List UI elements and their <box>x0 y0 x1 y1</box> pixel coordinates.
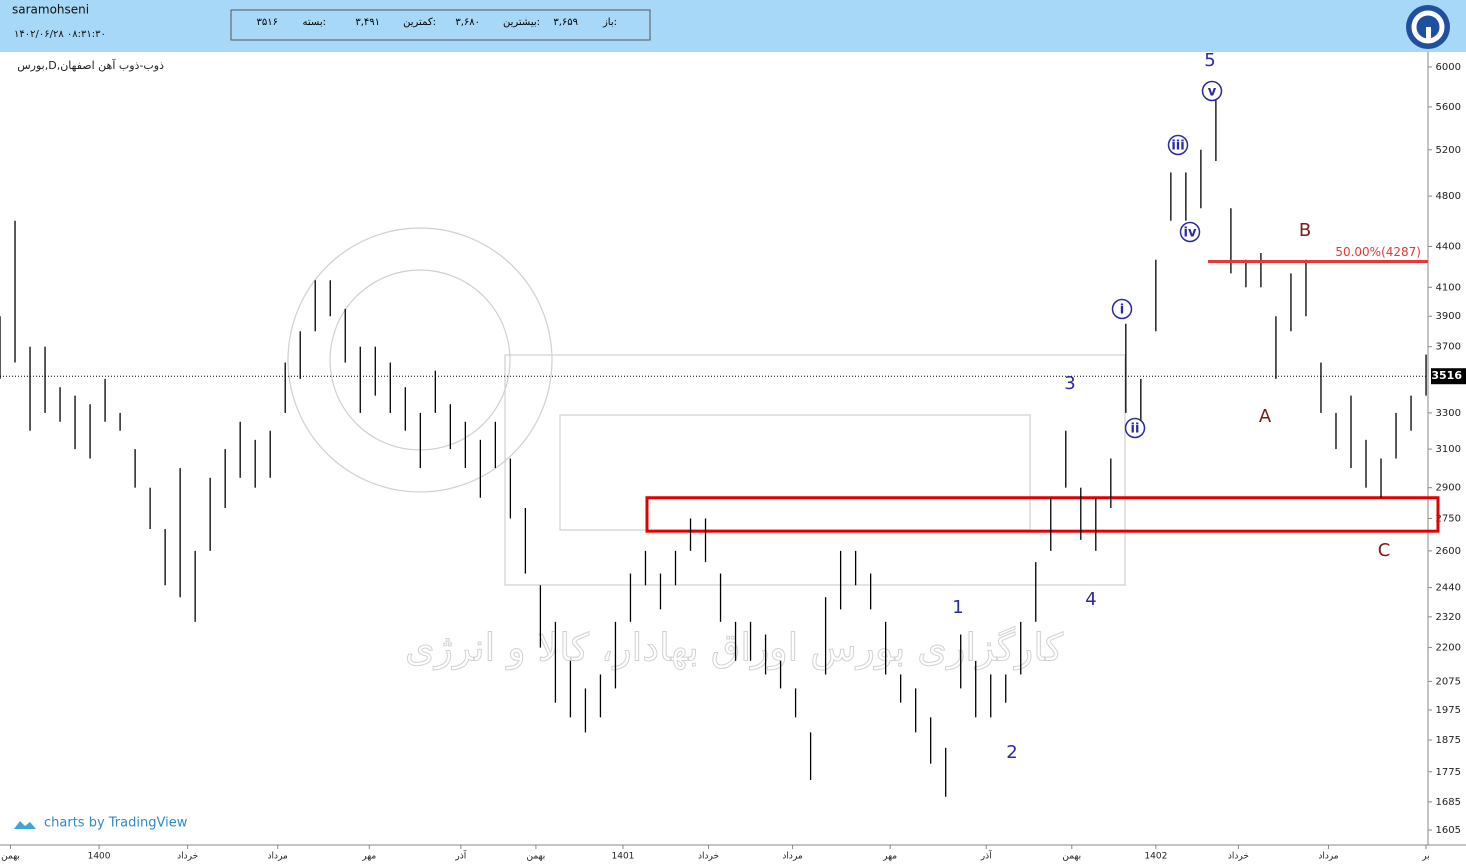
y-tick-label: 1685 <box>1436 797 1461 808</box>
logo <box>1406 5 1450 49</box>
y-tick-label: 2600 <box>1436 546 1461 557</box>
info-value: ۳,۴۹۱ <box>355 17 380 28</box>
y-tick-label: 1875 <box>1436 735 1461 746</box>
x-tick-label: خرداد <box>698 852 719 862</box>
wave-label: i <box>1120 303 1124 318</box>
credit-text: charts by TradingView <box>44 816 188 831</box>
y-tick-label: 5600 <box>1436 102 1461 113</box>
wave-circle <box>1111 298 1133 320</box>
wave-circle <box>1179 221 1201 243</box>
watermark-text: کارگزاری بورس اوراق بهادار، کالا و انرژی <box>405 626 1064 671</box>
y-tick-label: 4800 <box>1436 191 1461 202</box>
fib-label: 50.00%(4287) <box>1335 245 1421 259</box>
info-label: کمترین: <box>403 17 436 28</box>
y-tick-label: 3300 <box>1436 408 1461 419</box>
header-bar <box>0 0 1466 52</box>
watermark-logo <box>287 227 1126 586</box>
y-tick-label: 1975 <box>1436 705 1461 716</box>
wave-label: 4 <box>1085 589 1096 610</box>
wave-label: 5 <box>1204 50 1215 71</box>
info-label: بیشترین: <box>503 17 540 28</box>
y-tick-label: 3100 <box>1436 444 1461 455</box>
x-tick-label: 1400 <box>88 852 111 862</box>
symbol-title: بورس,D,ذوب-ذوب آهن اصفهان <box>17 58 164 72</box>
y-tick-label: 2075 <box>1436 676 1461 687</box>
wave-circle <box>1201 80 1223 102</box>
x-tick-label: بهمن <box>1062 852 1081 862</box>
wave-label: 3 <box>1064 373 1075 394</box>
x-tick-label: مهر <box>361 852 376 862</box>
last-price-badge <box>1431 368 1466 385</box>
x-tick-label: آذر <box>454 850 466 862</box>
info-value: ۳۵۱۶ <box>257 17 278 28</box>
info-box <box>230 9 651 41</box>
info-label: بسته: <box>303 17 326 28</box>
y-tick-label: 5200 <box>1436 145 1461 156</box>
x-tick-label: خرداد <box>177 852 198 862</box>
y-tick-label: 3700 <box>1436 342 1461 353</box>
x-tick-label: خرداد <box>1228 852 1249 862</box>
x-tick-label: مهر <box>882 852 897 862</box>
y-tick-label: 2440 <box>1436 583 1461 594</box>
wave-label: 2 <box>1006 742 1017 763</box>
wave-label: 1 <box>952 597 963 618</box>
credit: charts by TradingView <box>14 816 188 831</box>
x-tick-label: بر <box>1421 852 1429 862</box>
wave-label: A <box>1259 406 1272 427</box>
y-tick-label: 6000 <box>1436 62 1461 73</box>
datetime: ۱۴۰۲/۰۶/۲۸ ۰۸:۳۱:۳۰ <box>14 29 106 40</box>
info-value: ۳,۶۵۹ <box>553 17 578 28</box>
y-tick-label: 4100 <box>1436 282 1461 293</box>
support-zone <box>645 496 1440 533</box>
wave-circle <box>1124 417 1146 439</box>
user-name: saramohseni <box>12 3 89 17</box>
x-tick-label: بهمن <box>1 852 20 862</box>
y-tick-label: 2750 <box>1436 513 1461 524</box>
wave-label: B <box>1299 220 1311 241</box>
wave-label: C <box>1378 540 1391 561</box>
y-tick-label: 2200 <box>1436 643 1461 654</box>
y-tick-label: 1605 <box>1436 825 1461 836</box>
info-value: ۳,۶۸۰ <box>455 17 480 28</box>
info-label: باز: <box>602 17 617 28</box>
x-tick-label: بهمن <box>527 852 546 862</box>
wave-label: v <box>1208 85 1217 100</box>
x-tick-label: مرداد <box>1318 852 1338 862</box>
y-tick-label: 3900 <box>1436 311 1461 322</box>
x-tick-label: مرداد <box>268 852 288 862</box>
x-tick-label: آذر <box>980 850 992 862</box>
wave-label: iv <box>1184 226 1197 241</box>
wave-circle <box>1167 134 1189 156</box>
x-tick-label: مرداد <box>782 852 802 862</box>
x-tick-label: 1401 <box>612 852 635 862</box>
wave-label: iii <box>1171 139 1184 154</box>
wave-label: ii <box>1131 422 1140 437</box>
y-tick-label: 2320 <box>1436 612 1461 623</box>
x-tick-label: 1402 <box>1144 852 1167 862</box>
y-tick-label: 4400 <box>1436 241 1461 252</box>
y-tick-label: 2900 <box>1436 483 1461 494</box>
last-price-label: 3516 <box>1431 369 1462 382</box>
y-tick-label: 1775 <box>1436 767 1461 778</box>
